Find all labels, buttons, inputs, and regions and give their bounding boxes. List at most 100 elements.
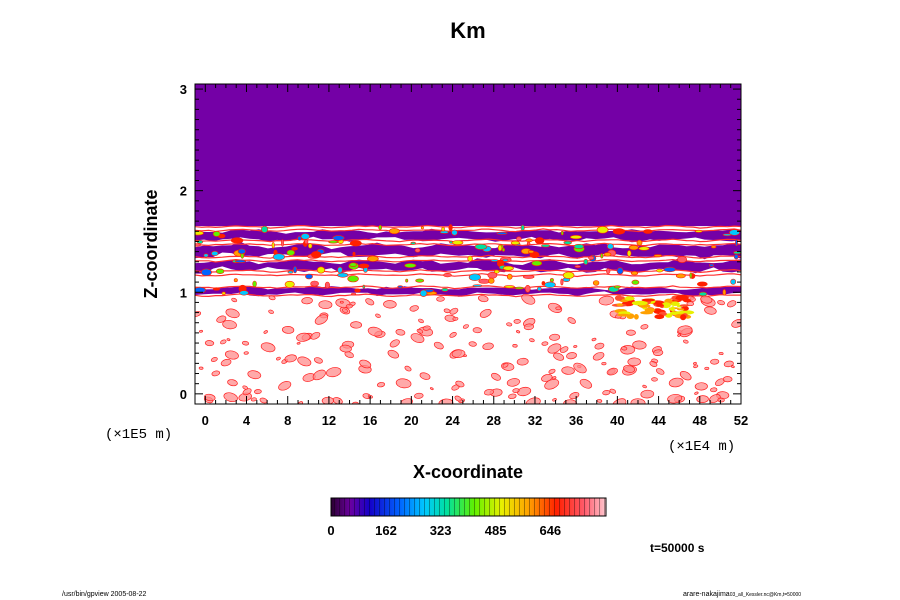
lower-layer-patch [418,318,424,324]
lower-layer-patch [268,295,276,301]
mixed-layer-blob [351,292,357,296]
x-tick-label: 44 [651,413,666,428]
lower-layer-patch [516,357,529,366]
x-tick-label: 0 [202,413,209,428]
lower-layer-patch [555,306,562,311]
mixed-layer-blob [443,273,452,278]
max-region-blob [641,298,656,302]
mixed-layer-blob [362,284,366,289]
lower-layer-patch [224,350,239,360]
mixed-layer-blob [631,279,640,285]
lower-layer-patch [717,300,725,306]
mixed-layer-blob [698,291,708,297]
max-region-blob [665,313,673,318]
mixed-layer-blob [696,281,708,287]
mixed-layer-blob [653,254,663,258]
max-region-blob [670,301,680,307]
lower-layer-patch [561,366,575,375]
lower-layer-patch [717,397,725,403]
lower-layer-patch [482,342,494,351]
max-region-blob [616,303,624,307]
max-region-blob [670,306,675,312]
mixed-layer-blob [603,252,612,257]
lower-layer-patch [594,342,605,350]
mixed-layer-blob [474,243,488,250]
lower-layer-patch [409,305,419,312]
purple-band [195,258,741,274]
lower-layer-patch [479,308,492,318]
mixed-layer-blob [536,286,542,292]
lower-layer-patch [367,326,383,337]
lower-layer-patch [573,345,578,348]
mixed-layer-blob [735,239,738,247]
mixed-layer-blob [522,274,535,279]
lower-layer-patch [718,351,724,356]
lower-layer-patch [640,324,649,330]
mixed-layer-blob [349,262,357,268]
max-region-blob [675,297,684,300]
lower-layer-patch [730,365,735,369]
mixed-layer-blob [490,259,499,262]
mixed-layer-blob [291,246,298,251]
mixed-layer-blob [524,284,531,293]
lower-layer-patch [506,322,513,327]
mixed-layer-blob [405,278,409,283]
lower-layer-patch [375,313,381,318]
lower-layer-patch [601,361,607,366]
lower-layer-patch [395,378,412,389]
y-tick-label: 2 [180,184,187,199]
lower-layer-patch [513,319,521,324]
lower-layer-patch [606,367,618,376]
mixed-layer-blob [261,225,269,233]
mixed-layer-blob [272,253,286,261]
lower-layer-patch [216,315,227,323]
lower-layer-patch [512,388,520,393]
mixed-layer-blob [525,238,533,243]
contour-edge [195,238,741,243]
mixed-layer-blob [441,226,445,232]
lower-layer-patch [204,393,216,402]
lower-layer-patch [623,364,636,373]
lower-layer-patch [222,319,237,330]
mixed-layer-blob [497,244,503,252]
lower-layer-patch [552,376,557,380]
mixed-layer-blob [628,245,639,251]
mixed-layer-blob [596,226,609,234]
plot-area [195,84,741,404]
mixed-layer-blob [694,229,703,233]
mixed-layer-blob [534,237,545,245]
lower-layer-patch [383,300,397,309]
mixed-layer-blob [324,281,330,289]
lower-layer-patch [517,386,532,397]
lower-layer-patch [566,352,577,360]
max-region-blob [644,307,656,313]
max-region-blob [631,300,648,306]
mixed-layer-blob [237,248,246,255]
lower-layer-patch [297,356,312,367]
mixed-layer-blob [287,270,294,274]
lower-layer-patch [365,298,375,306]
lower-layer-patch [226,338,231,342]
mixed-layer-blob [404,263,417,268]
purple-band [195,241,741,260]
lower-layer-patch [436,296,445,302]
mixed-layer-blob [354,288,361,293]
contour-edge [195,258,741,263]
lower-layer-patch [704,306,717,315]
lower-layer-patch [523,323,535,331]
mixed-layer-blob [305,273,313,280]
max-region-blob [614,295,623,301]
lower-layer-patch [700,295,713,304]
mixed-layer-blob [541,244,550,248]
lower-layer-patch [596,399,603,403]
lower-layer-patch [477,295,489,303]
lower-layer-patch [462,324,469,329]
mixed-layer-blob [478,278,491,284]
lower-layer-patch [422,325,431,331]
mixed-layer-blob [677,256,687,263]
mixed-layer-blob [614,285,621,289]
lower-layer-patch [508,393,517,400]
mixed-layer-blob [562,271,575,279]
lower-layer-patch [731,319,741,328]
lower-layer-patch [541,341,549,346]
